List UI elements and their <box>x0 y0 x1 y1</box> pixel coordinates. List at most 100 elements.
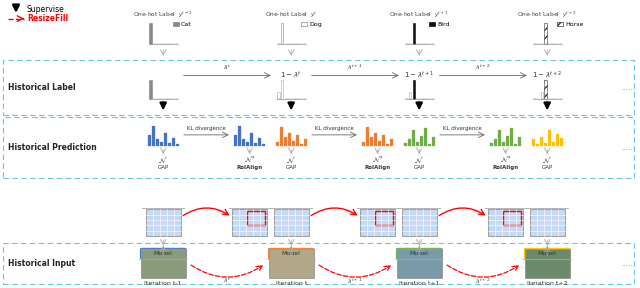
Bar <box>420 43 422 44</box>
Text: Model: Model <box>154 251 173 256</box>
Bar <box>292 141 294 146</box>
Bar <box>284 137 287 146</box>
Bar <box>168 143 171 146</box>
Bar <box>404 143 406 146</box>
Bar <box>548 43 550 44</box>
Bar <box>510 128 513 146</box>
Text: ......: ...... <box>621 143 636 152</box>
Bar <box>173 22 179 26</box>
Bar <box>427 43 429 44</box>
Bar <box>503 211 521 225</box>
Bar <box>153 98 156 99</box>
Bar <box>408 139 411 146</box>
Bar <box>171 43 173 44</box>
Bar <box>552 142 555 146</box>
Bar <box>409 43 412 44</box>
Bar <box>378 141 381 146</box>
Text: Bird: Bird <box>437 22 450 26</box>
Text: ResizeFill: ResizeFill <box>27 14 68 23</box>
Bar <box>432 137 435 146</box>
Bar <box>3 60 634 115</box>
Bar <box>431 43 433 44</box>
Bar <box>416 98 419 99</box>
Bar <box>269 249 314 278</box>
Bar <box>246 142 249 146</box>
Bar <box>429 22 435 26</box>
Bar <box>366 127 369 146</box>
Bar <box>295 43 298 44</box>
Bar <box>544 23 547 44</box>
Bar <box>303 98 305 99</box>
Bar <box>3 118 634 178</box>
Bar <box>374 132 377 146</box>
Bar <box>300 144 303 146</box>
Bar <box>423 43 426 44</box>
Text: $\mathcal{N}$: $\mathcal{N}$ <box>287 156 296 165</box>
Bar <box>420 136 422 146</box>
Bar <box>548 98 550 99</box>
Text: $\lambda^{t}$: $\lambda^{t}$ <box>223 276 231 285</box>
Bar <box>277 43 280 44</box>
Text: Cat: Cat <box>181 22 192 26</box>
Bar <box>149 80 152 99</box>
Bar <box>541 92 543 99</box>
Bar <box>288 43 291 44</box>
Text: One-hot Label  $y^{t-1}$: One-hot Label $y^{t-1}$ <box>133 10 193 20</box>
Bar <box>390 139 393 146</box>
Bar <box>280 127 283 146</box>
Text: $\lambda^{t}$: $\lambda^{t}$ <box>223 63 231 72</box>
Bar <box>281 80 284 99</box>
Bar <box>360 209 396 236</box>
Bar <box>292 43 294 44</box>
Bar <box>556 134 559 146</box>
Text: GAP: GAP <box>541 165 553 170</box>
Bar <box>175 98 177 99</box>
Bar <box>370 137 373 146</box>
Bar <box>160 98 163 99</box>
Text: $\mathcal{N}$: $\mathcal{N}$ <box>159 156 168 165</box>
Bar <box>167 98 170 99</box>
Text: GAP: GAP <box>285 165 297 170</box>
Bar <box>274 209 309 236</box>
Bar <box>242 139 245 146</box>
Bar <box>541 43 543 44</box>
Bar <box>375 211 393 225</box>
Bar <box>296 135 299 146</box>
Bar <box>402 209 437 236</box>
Text: Supervise: Supervise <box>27 5 65 14</box>
Bar <box>288 132 291 146</box>
Bar <box>152 126 155 146</box>
Text: GAP: GAP <box>413 165 425 170</box>
Bar <box>536 144 539 146</box>
Bar <box>250 132 253 146</box>
Bar <box>281 23 284 44</box>
FancyBboxPatch shape <box>525 248 570 259</box>
Bar <box>540 137 543 146</box>
Bar <box>544 143 547 146</box>
Text: One-hot Label  $y^{t+1}$: One-hot Label $y^{t+1}$ <box>389 10 449 20</box>
Bar <box>146 209 181 236</box>
Bar <box>502 142 505 146</box>
Bar <box>232 209 268 236</box>
Bar <box>548 130 550 146</box>
Bar <box>258 138 261 146</box>
Text: One-hot Label  $y^{t}$: One-hot Label $y^{t}$ <box>265 10 317 20</box>
Bar <box>518 137 521 146</box>
Text: Model: Model <box>538 251 557 256</box>
Text: Iteration t+2: Iteration t+2 <box>527 281 568 286</box>
Text: Iteration t: Iteration t <box>275 281 307 286</box>
Text: Historical Label: Historical Label <box>8 83 76 92</box>
Text: $1-\lambda^{t+2}$: $1-\lambda^{t+2}$ <box>532 69 563 80</box>
Text: Historical Prediction: Historical Prediction <box>8 143 97 152</box>
FancyBboxPatch shape <box>397 248 442 259</box>
Bar <box>238 126 241 146</box>
Text: ......: ...... <box>621 83 636 92</box>
Bar <box>160 142 163 146</box>
Bar <box>141 249 186 278</box>
Bar <box>164 43 166 44</box>
Bar <box>172 138 175 146</box>
Bar <box>557 22 563 26</box>
Bar <box>424 128 427 146</box>
Bar <box>405 98 408 99</box>
Bar <box>164 98 166 99</box>
